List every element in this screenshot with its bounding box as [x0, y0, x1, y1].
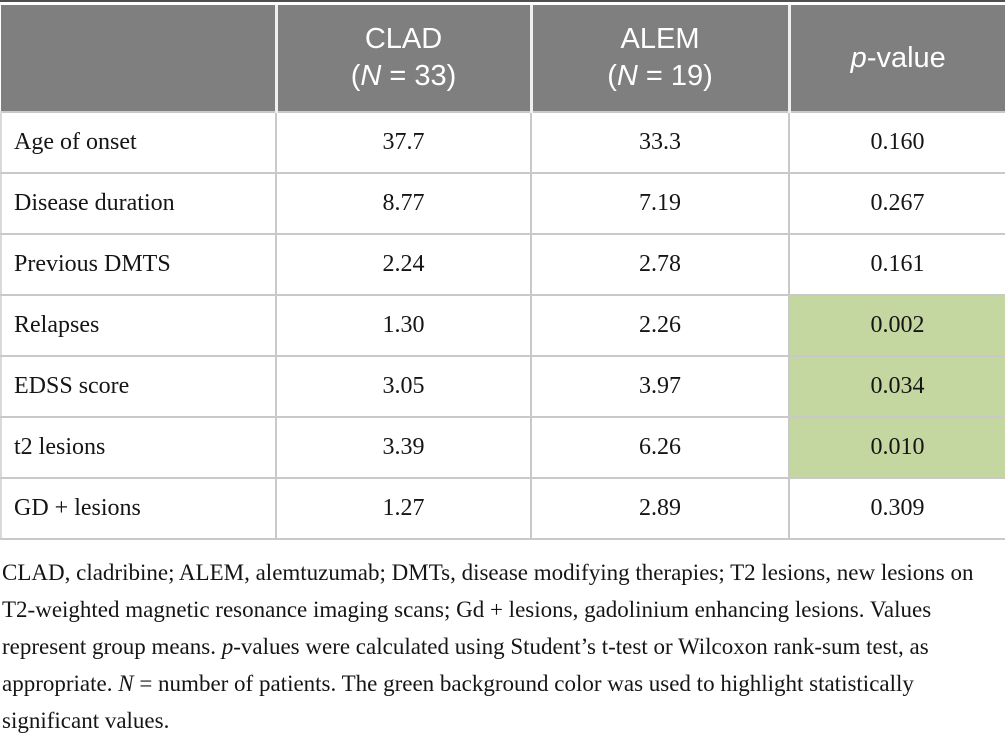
p-value-cell: 0.160: [788, 111, 1005, 174]
row-label-cell: t2 lesions: [0, 416, 277, 479]
clad-value-cell: 1.27: [275, 477, 532, 540]
alem-value-cell: 7.19: [530, 172, 790, 235]
clad-value-cell: 37.7: [275, 111, 532, 174]
alem-value-cell: 33.3: [530, 111, 790, 174]
header-line: CLAD: [278, 21, 530, 58]
row-label-cell: Disease duration: [0, 172, 277, 235]
header-cell-alem: ALEM (N = 19): [529, 5, 789, 112]
table-row: GD + lesions 1.27 2.89 0.309: [0, 477, 1005, 540]
text-run: = 33): [381, 60, 457, 92]
clad-value-cell: 3.39: [275, 416, 532, 479]
table-header-row: CLAD (N = 33) ALEM (N = 19) p-value: [1, 5, 1005, 112]
header-cell-clad: CLAD (N = 33): [274, 5, 531, 112]
text-run: = number of patients. The green backgrou…: [2, 671, 914, 733]
header-line: (N = 19): [533, 58, 788, 95]
header-cell-pvalue: p-value: [787, 5, 1005, 112]
text-run: (: [607, 60, 617, 92]
italic-run: p: [221, 634, 234, 659]
header-line: (N = 33): [278, 58, 530, 95]
italic-run: N: [118, 671, 134, 696]
table-row: EDSS score 3.05 3.97 0.034: [0, 355, 1005, 418]
table-top-rule: [0, 0, 1005, 2]
row-label-cell: EDSS score: [0, 355, 277, 418]
text-run: = 19): [637, 60, 713, 92]
p-value-cell: 0.309: [788, 477, 1005, 540]
text-run: CLAD: [364, 23, 443, 55]
clad-value-cell: 1.30: [275, 294, 532, 357]
alem-value-cell: 6.26: [530, 416, 790, 479]
text-run: -value: [866, 41, 946, 74]
table-body: Age of onset 37.7 33.3 0.160 Disease duratio…: [0, 111, 1005, 540]
text-run: ALEM: [620, 23, 700, 55]
alem-value-cell: 2.89: [530, 477, 790, 540]
table-head: CLAD (N = 33) ALEM (N = 19) p-value: [1, 5, 1005, 112]
text-run: -values were calculated using Student’s …: [2, 634, 929, 696]
header-line: ALEM: [533, 21, 788, 58]
table-row: Age of onset 37.7 33.3 0.160: [0, 111, 1005, 174]
alem-value-cell: 2.78: [530, 233, 790, 296]
italic-run: p: [850, 41, 867, 74]
table-footnote: CLAD, cladribine; ALEM, alemtuzumab; DMT…: [0, 554, 1005, 739]
italic-run: N: [360, 60, 382, 92]
p-value-cell: 0.002: [788, 294, 1005, 357]
table-row: Relapses 1.30 2.26 0.002: [0, 294, 1005, 357]
clad-value-cell: 3.05: [275, 355, 532, 418]
table-row: t2 lesions 3.39 6.26 0.010: [0, 416, 1005, 479]
table-row: Previous DMTS 2.24 2.78 0.161: [0, 233, 1005, 296]
p-value-cell: 0.034: [788, 355, 1005, 418]
header-cell-empty: [1, 5, 276, 112]
row-label-cell: Age of onset: [0, 111, 277, 174]
row-label-cell: Relapses: [0, 294, 277, 357]
clad-value-cell: 2.24: [275, 233, 532, 296]
table-row: Disease duration 8.77 7.19 0.267: [0, 172, 1005, 235]
header-line: p-value: [791, 40, 1005, 77]
text-run: CLAD, cladribine; ALEM, alemtuzumab; DMT…: [2, 560, 974, 659]
text-run: (: [350, 60, 361, 92]
alem-value-cell: 2.26: [530, 294, 790, 357]
clinical-comparison-table: CLAD (N = 33) ALEM (N = 19) p-value Age of o…: [0, 5, 1005, 540]
alem-value-cell: 3.97: [530, 355, 790, 418]
p-value-cell: 0.267: [788, 172, 1005, 235]
italic-run: N: [616, 60, 638, 92]
p-value-cell: 0.010: [788, 416, 1005, 479]
p-value-cell: 0.161: [788, 233, 1005, 296]
row-label-cell: GD + lesions: [0, 477, 277, 540]
clad-value-cell: 8.77: [275, 172, 532, 235]
row-label-cell: Previous DMTS: [0, 233, 277, 296]
